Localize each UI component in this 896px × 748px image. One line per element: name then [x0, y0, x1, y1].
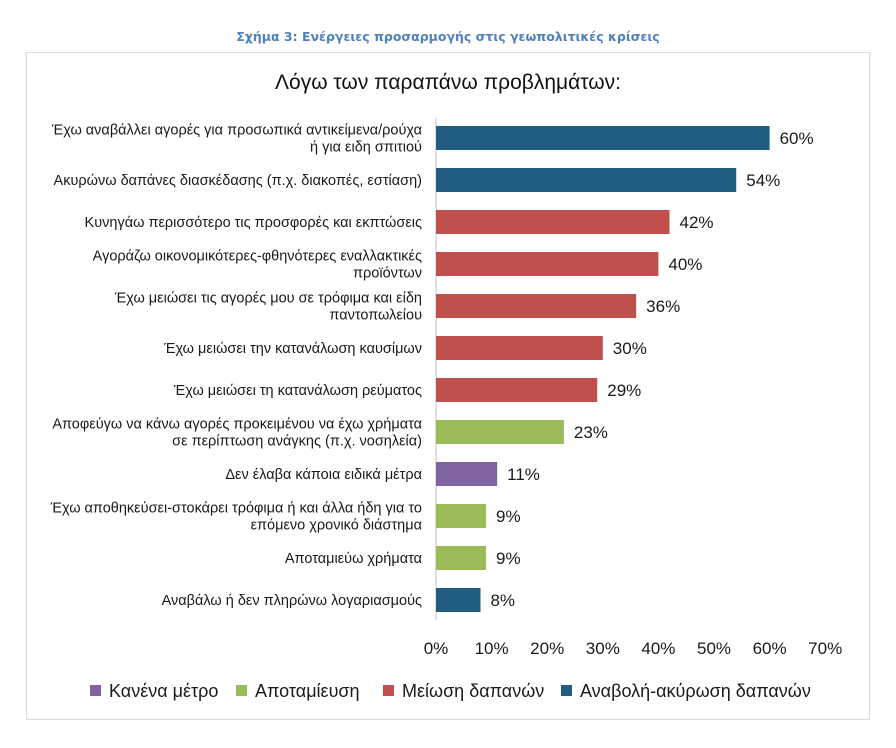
value-label-8: 23% [574, 423, 608, 442]
bar-2 [436, 168, 737, 192]
legend-label-3: Μείωση δαπανών [402, 681, 544, 701]
value-label-11: 9% [496, 549, 521, 568]
x-tick-label-0: 0% [424, 639, 449, 658]
x-tick-label-20: 20% [530, 639, 564, 658]
category-label-6: Έχω μειώσει την κατανάλωση καυσίμων [163, 341, 422, 357]
x-tick-label-60: 60% [753, 639, 787, 658]
value-label-9: 11% [507, 465, 540, 484]
value-label-4: 40% [668, 255, 702, 274]
figure-caption: Σχήμα 3: Ενέργειες προσαρμογής στις γεωπ… [236, 29, 660, 44]
value-label-7: 29% [607, 381, 641, 400]
category-label-3: Κυνηγάω περισσότερο τις προσφορές και εκ… [85, 215, 422, 231]
value-label-5: 36% [646, 297, 680, 316]
legend-swatch-2 [236, 685, 247, 696]
category-label-11: Αποταμιεύω χρήματα [285, 551, 422, 567]
bar-4 [436, 252, 659, 276]
bar-6 [436, 336, 603, 360]
chart-title: Λόγω των παραπάνω προβλημάτων: [275, 71, 621, 94]
legend-swatch-3 [383, 685, 394, 696]
bar-1 [436, 126, 770, 150]
value-label-3: 42% [680, 213, 714, 232]
category-label-1: Έχω αναβάλλει αγορές για προσωπικά αντικ… [51, 123, 422, 156]
value-label-1: 60% [780, 129, 814, 148]
category-label-5: Έχω μειώσει τις αγορές μου σε τρόφιμα κα… [114, 291, 422, 324]
x-tick-label-10: 10% [475, 639, 509, 658]
value-label-12: 8% [490, 591, 515, 610]
category-label-10: Έχω αποθηκεύσει-στοκάρει τρόφιμα ή και ά… [50, 501, 422, 534]
bar-11 [436, 546, 487, 570]
category-label-9: Δεν έλαβα κάποια ειδικά μέτρα [225, 467, 422, 483]
category-label-4: Αγοράζω οικονομικότερες-φθηνότερες εναλλ… [93, 249, 422, 282]
bar-9 [436, 462, 498, 486]
legend-label-1: Κανένα μέτρο [109, 681, 218, 701]
category-label-8: Αποφεύγω να κάνω αγορές προκειμένου να έ… [52, 417, 422, 450]
legend-label-4: Αναβολή-ακύρωση δαπανών [580, 681, 811, 701]
x-tick-label-70: 70% [808, 639, 842, 658]
legend-label-2: Αποταμίευση [255, 681, 360, 701]
legend-swatch-1 [90, 685, 101, 696]
category-label-12: Αναβάλω ή δεν πληρώνω λογαριασμούς [162, 593, 422, 609]
x-tick-label-40: 40% [641, 639, 675, 658]
value-label-10: 9% [496, 507, 521, 526]
bar-8 [436, 420, 564, 444]
bar-7 [436, 378, 598, 402]
value-label-6: 30% [613, 339, 647, 358]
x-tick-label-30: 30% [586, 639, 620, 658]
bar-12 [436, 588, 481, 612]
x-tick-label-50: 50% [697, 639, 731, 658]
category-label-7: Έχω μειώσει τη κατανάλωση ρεύματος [173, 383, 422, 399]
value-label-2: 54% [746, 171, 780, 190]
category-label-2: Ακυρώνω δαπάνες διασκέδασης (π.χ. διακοπ… [54, 173, 422, 189]
legend-swatch-4 [561, 685, 572, 696]
bar-5 [436, 294, 637, 318]
bar-3 [436, 210, 670, 234]
bar-10 [436, 504, 487, 528]
